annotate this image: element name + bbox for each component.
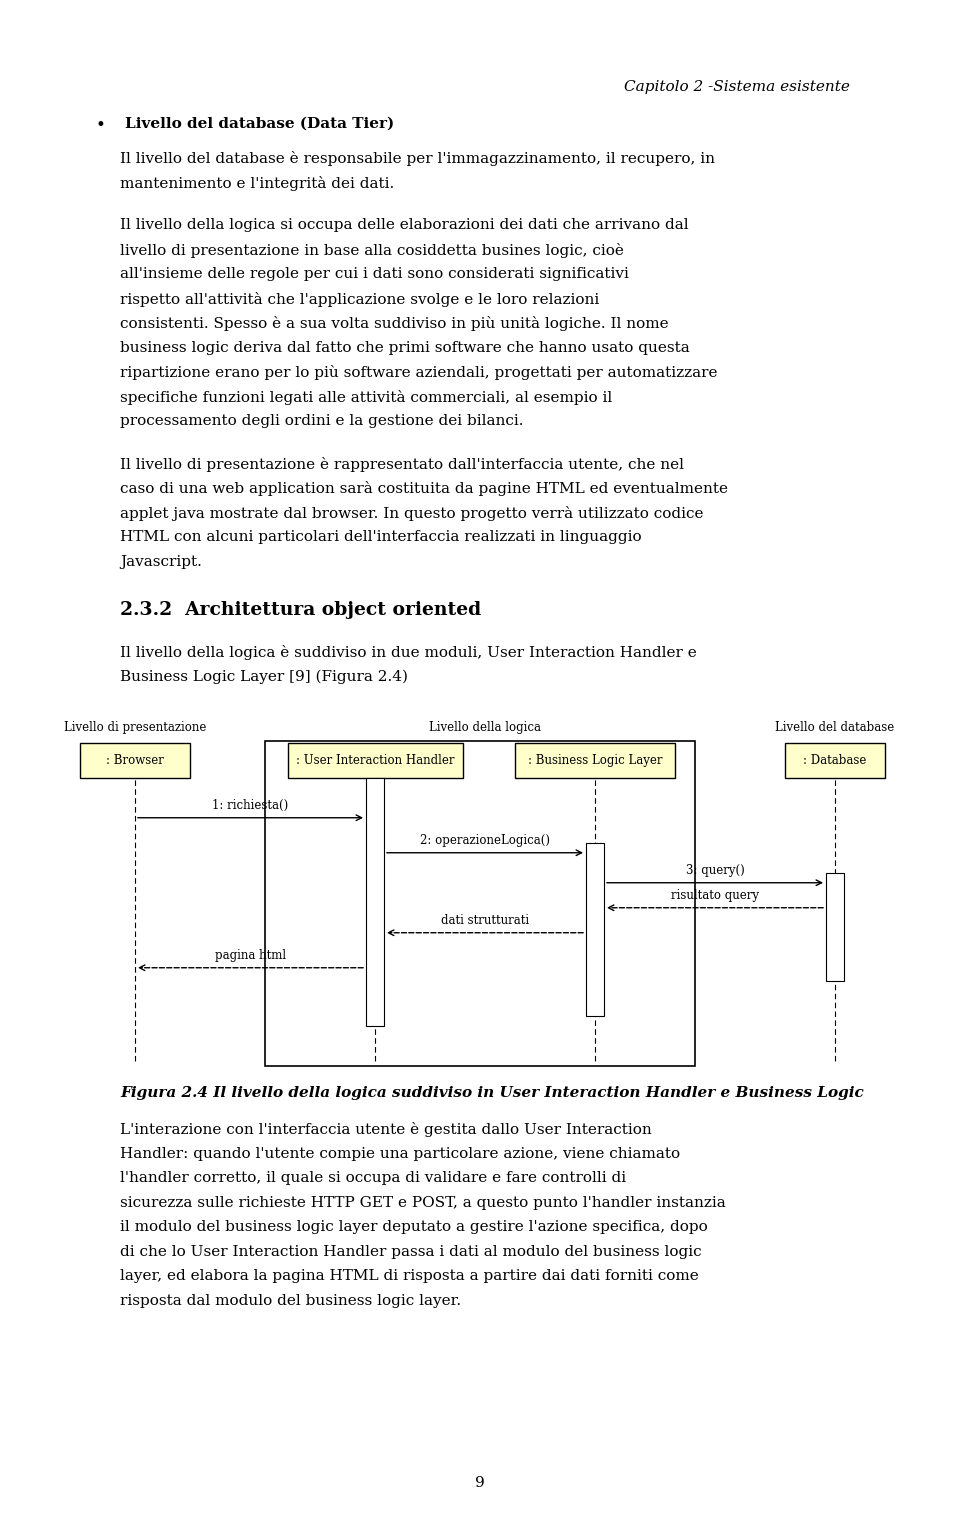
Text: specifiche funzioni legati alle attività commerciali, al esempio il: specifiche funzioni legati alle attività… (120, 390, 612, 405)
Text: all'insieme delle regole per cui i dati sono considerati significativi: all'insieme delle regole per cui i dati … (120, 266, 629, 280)
Bar (785, 742, 885, 778)
Text: Capitolo 2 -Sistema esistente: Capitolo 2 -Sistema esistente (624, 80, 850, 94)
Text: Figura 2.4 Il livello della logica suddiviso in User Interaction Handler e Busin: Figura 2.4 Il livello della logica suddi… (120, 1086, 864, 1100)
Text: caso di una web application sarà costituita da pagine HTML ed eventualmente: caso di una web application sarà costitu… (120, 480, 728, 496)
Text: 2.3.2  Architettura object oriented: 2.3.2 Architettura object oriented (120, 601, 481, 619)
Text: Il livello della logica è suddiviso in due moduli, User Interaction Handler e: Il livello della logica è suddiviso in d… (120, 645, 697, 659)
Text: 3: query(): 3: query() (685, 864, 744, 876)
Text: livello di presentazione in base alla cosiddetta busines logic, cioè: livello di presentazione in base alla co… (120, 242, 624, 257)
Text: : User Interaction Handler: : User Interaction Handler (296, 753, 454, 767)
Text: applet java mostrate dal browser. In questo progetto verrà utilizzato codice: applet java mostrate dal browser. In que… (120, 505, 704, 521)
Text: •: • (95, 117, 105, 134)
Bar (265, 741, 695, 1066)
Bar (515, 742, 675, 778)
Text: processamento degli ordini e la gestione dei bilanci.: processamento degli ordini e la gestione… (120, 414, 523, 428)
Text: : Browser: : Browser (106, 753, 164, 767)
Text: risultato query: risultato query (671, 889, 759, 902)
Text: 1: richiesta(): 1: richiesta() (212, 799, 289, 812)
Text: di che lo User Interaction Handler passa i dati al modulo del business logic: di che lo User Interaction Handler passa… (120, 1244, 702, 1260)
Text: pagina html: pagina html (215, 949, 286, 962)
Text: l'handler corretto, il quale si occupa di validare e fare controlli di: l'handler corretto, il quale si occupa d… (120, 1172, 626, 1186)
Text: HTML con alcuni particolari dell'interfaccia realizzati in linguaggio: HTML con alcuni particolari dell'interfa… (120, 530, 641, 544)
Text: 9: 9 (475, 1475, 485, 1491)
Text: 2: operazioneLogica(): 2: operazioneLogica() (420, 833, 550, 847)
Bar (287, 742, 463, 778)
Text: Handler: quando l'utente compie una particolare azione, viene chiamato: Handler: quando l'utente compie una part… (120, 1147, 680, 1161)
Text: Il livello del database è responsabile per l'immagazzinamento, il recupero, in: Il livello del database è responsabile p… (120, 151, 715, 166)
Text: Livello del database: Livello del database (776, 721, 895, 733)
Text: Il livello della logica si occupa delle elaborazioni dei dati che arrivano dal: Il livello della logica si occupa delle … (120, 219, 688, 233)
Text: L'interazione con l'interfaccia utente è gestita dallo User Interaction: L'interazione con l'interfaccia utente è… (120, 1123, 652, 1138)
Text: consistenti. Spesso è a sua volta suddiviso in più unità logiche. Il nome: consistenti. Spesso è a sua volta suddiv… (120, 316, 668, 331)
Text: : Database: : Database (804, 753, 867, 767)
Text: il modulo del business logic layer deputato a gestire l'azione specifica, dopo: il modulo del business logic layer deput… (120, 1221, 708, 1235)
Text: Business Logic Layer [9] (Figura 2.4): Business Logic Layer [9] (Figura 2.4) (120, 670, 408, 684)
Text: : Business Logic Layer: : Business Logic Layer (528, 753, 662, 767)
Text: rispetto all'attività che l'applicazione svolge e le loro relazioni: rispetto all'attività che l'applicazione… (120, 291, 599, 306)
Text: Livello di presentazione: Livello di presentazione (63, 721, 206, 733)
Bar (586, 842, 604, 1016)
Text: layer, ed elabora la pagina HTML di risposta a partire dai dati forniti come: layer, ed elabora la pagina HTML di risp… (120, 1269, 699, 1283)
Bar (366, 778, 384, 1026)
Text: ripartizione erano per lo più software aziendali, progettati per automatizzare: ripartizione erano per lo più software a… (120, 365, 717, 380)
Bar (80, 742, 190, 778)
Text: dati strutturati: dati strutturati (441, 913, 529, 927)
Text: Livello del database (Data Tier): Livello del database (Data Tier) (125, 117, 395, 131)
Text: business logic deriva dal fatto che primi software che hanno usato questa: business logic deriva dal fatto che prim… (120, 340, 689, 354)
Text: Javascript.: Javascript. (120, 554, 202, 568)
Text: risposta dal modulo del business logic layer.: risposta dal modulo del business logic l… (120, 1294, 461, 1307)
Text: Livello della logica: Livello della logica (429, 721, 541, 733)
Bar (826, 873, 844, 981)
Text: sicurezza sulle richieste HTTP GET e POST, a questo punto l'handler instanzia: sicurezza sulle richieste HTTP GET e POS… (120, 1197, 726, 1210)
Text: Il livello di presentazione è rappresentato dall'interfaccia utente, che nel: Il livello di presentazione è rappresent… (120, 456, 684, 471)
Text: mantenimento e l'integrità dei dati.: mantenimento e l'integrità dei dati. (120, 176, 395, 191)
